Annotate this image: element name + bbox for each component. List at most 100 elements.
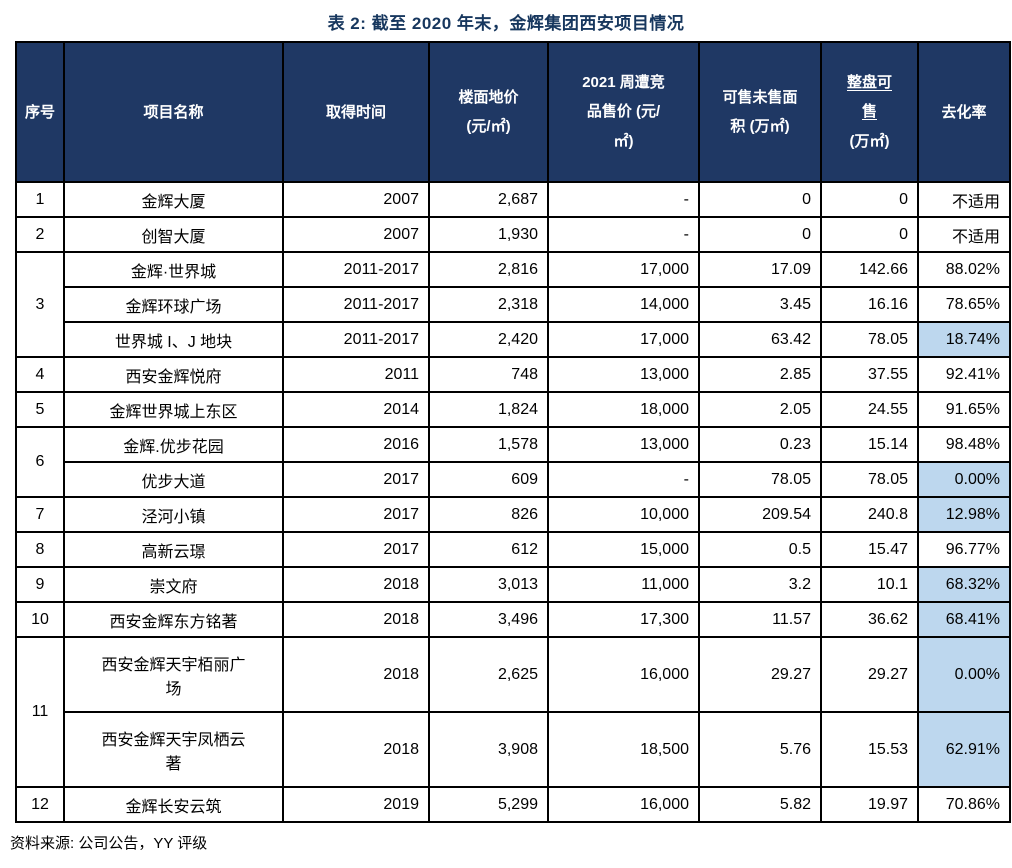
total-salable-cell: 142.66 <box>820 251 919 288</box>
header-unsold-area: 可售未售面积 (万㎡) <box>698 41 822 183</box>
competitor-price-cell: 16,000 <box>547 786 700 823</box>
floor-price-cell: 3,496 <box>428 601 549 638</box>
competitor-price-cell: 18,000 <box>547 391 700 428</box>
absorption-rate-cell: 98.48% <box>917 426 1011 463</box>
acquired-time-cell: 2017 <box>282 531 430 568</box>
serial-cell: 8 <box>15 531 65 568</box>
competitor-price-cell: 17,300 <box>547 601 700 638</box>
table-row: 1 金辉大厦 2007 2,687 - 0 0 不适用 <box>15 181 1011 218</box>
serial-cell: 5 <box>15 391 65 428</box>
competitor-price-cell: 11,000 <box>547 566 700 603</box>
unsold-area-cell: 0.23 <box>698 426 822 463</box>
project-name-cell: 高新云璟 <box>63 531 284 568</box>
competitor-price-cell: 14,000 <box>547 286 700 323</box>
project-name-cell: 西安金辉天宇凤栖云著 <box>63 711 284 788</box>
acquired-time-cell: 2011 <box>282 356 430 393</box>
table-row: 8 高新云璟 2017 612 15,000 0.5 15.47 96.77% <box>15 531 1011 568</box>
total-salable-cell: 36.62 <box>820 601 919 638</box>
total-salable-cell: 78.05 <box>820 321 919 358</box>
acquired-time-cell: 2018 <box>282 601 430 638</box>
table-title: 表 2: 截至 2020 年末，金辉集团西安项目情况 <box>327 14 685 33</box>
total-salable-cell: 16.16 <box>820 286 919 323</box>
serial-cell: 6 <box>15 426 65 498</box>
unsold-area-cell: 5.82 <box>698 786 822 823</box>
source-note: 资料来源: 公司公告，YY 评级 <box>10 835 208 852</box>
absorption-rate-cell: 62.91% <box>917 711 1011 788</box>
acquired-time-cell: 2017 <box>282 461 430 498</box>
floor-price-cell: 826 <box>428 496 549 533</box>
header-total-salable: 整盘可售 (万㎡) <box>820 41 919 183</box>
competitor-price-cell: 17,000 <box>547 321 700 358</box>
serial-cell: 1 <box>15 181 65 218</box>
total-salable-cell: 24.55 <box>820 391 919 428</box>
projects-table: 序号 项目名称 取得时间 楼面地价 (元/㎡) 2021 周遭竞品售价 (元/㎡… <box>15 41 1011 823</box>
acquired-time-cell: 2016 <box>282 426 430 463</box>
floor-price-cell: 2,420 <box>428 321 549 358</box>
floor-price-cell: 612 <box>428 531 549 568</box>
acquired-time-cell: 2018 <box>282 636 430 713</box>
floor-price-cell: 1,578 <box>428 426 549 463</box>
table-row: 5 金辉世界城上东区 2014 1,824 18,000 2.05 24.55 … <box>15 391 1011 428</box>
floor-price-cell: 1,930 <box>428 216 549 253</box>
serial-cell: 4 <box>15 356 65 393</box>
table-row: 2 创智大厦 2007 1,930 - 0 0 不适用 <box>15 216 1011 253</box>
acquired-time-cell: 2014 <box>282 391 430 428</box>
unsold-area-cell: 2.05 <box>698 391 822 428</box>
serial-cell: 3 <box>15 251 65 358</box>
absorption-rate-cell: 0.00% <box>917 636 1011 713</box>
table-row: 世界城 I、J 地块 2011-2017 2,420 17,000 63.42 … <box>16 321 1011 358</box>
floor-price-cell: 3,908 <box>428 711 549 788</box>
acquired-time-cell: 2011-2017 <box>282 321 430 358</box>
table-row: 金辉环球广场 2011-2017 2,318 14,000 3.45 16.16… <box>16 286 1011 323</box>
table-row: 10 西安金辉东方铭著 2018 3,496 17,300 11.57 36.6… <box>15 601 1011 638</box>
unsold-area-cell: 0 <box>698 181 822 218</box>
total-salable-cell: 10.1 <box>820 566 919 603</box>
floor-price-cell: 1,824 <box>428 391 549 428</box>
unsold-area-cell: 5.76 <box>698 711 822 788</box>
acquired-time-cell: 2018 <box>282 711 430 788</box>
header-serial: 序号 <box>15 41 65 183</box>
total-salable-cell: 15.47 <box>820 531 919 568</box>
table-row: 3 金辉·世界城 2011-2017 2,816 17,000 17.09 14… <box>15 251 1011 358</box>
absorption-rate-cell: 70.86% <box>917 786 1011 823</box>
unsold-area-cell: 17.09 <box>698 251 822 288</box>
unsold-area-cell: 209.54 <box>698 496 822 533</box>
absorption-rate-cell: 96.77% <box>917 531 1011 568</box>
table-row: 12 金辉长安云筑 2019 5,299 16,000 5.82 19.97 7… <box>15 786 1011 823</box>
floor-price-cell: 2,816 <box>428 251 549 288</box>
header-row: 序号 项目名称 取得时间 楼面地价 (元/㎡) 2021 周遭竞品售价 (元/㎡… <box>15 41 1011 183</box>
floor-price-cell: 3,013 <box>428 566 549 603</box>
header-project-name: 项目名称 <box>63 41 284 183</box>
unsold-area-cell: 3.2 <box>698 566 822 603</box>
header-competitor-price: 2021 周遭竞品售价 (元/㎡) <box>547 41 700 183</box>
header-floor-price: 楼面地价 (元/㎡) <box>428 41 549 183</box>
total-salable-cell: 78.05 <box>820 461 919 498</box>
competitor-price-cell: - <box>547 181 700 218</box>
competitor-price-cell: 17,000 <box>547 251 700 288</box>
acquired-time-cell: 2007 <box>282 216 430 253</box>
project-name-cell: 西安金辉天宇栢丽广场 <box>63 636 284 713</box>
unsold-area-cell: 78.05 <box>698 461 822 498</box>
project-name-cell: 优步大道 <box>63 461 284 498</box>
absorption-rate-cell: 68.41% <box>917 601 1011 638</box>
unsold-area-cell: 29.27 <box>698 636 822 713</box>
project-name-cell: 金辉世界城上东区 <box>63 391 284 428</box>
total-salable-cell: 19.97 <box>820 786 919 823</box>
project-name-cell: 泾河小镇 <box>63 496 284 533</box>
absorption-rate-cell: 78.65% <box>917 286 1011 323</box>
acquired-time-cell: 2007 <box>282 181 430 218</box>
serial-cell: 10 <box>15 601 65 638</box>
table-row: 11 西安金辉天宇栢丽广场 2018 2,625 16,000 29.27 29… <box>15 636 1011 788</box>
total-salable-cell: 0 <box>820 181 919 218</box>
acquired-time-cell: 2011-2017 <box>282 251 430 288</box>
unsold-area-cell: 63.42 <box>698 321 822 358</box>
project-name-cell: 西安金辉东方铭著 <box>63 601 284 638</box>
project-name-cell: 金辉·世界城 <box>63 251 284 288</box>
unsold-area-cell: 11.57 <box>698 601 822 638</box>
competitor-price-cell: 18,500 <box>547 711 700 788</box>
total-salable-cell: 240.8 <box>820 496 919 533</box>
total-salable-cell: 15.53 <box>820 711 919 788</box>
unsold-area-cell: 0 <box>698 216 822 253</box>
competitor-price-cell: - <box>547 216 700 253</box>
header-absorption-rate: 去化率 <box>917 41 1011 183</box>
